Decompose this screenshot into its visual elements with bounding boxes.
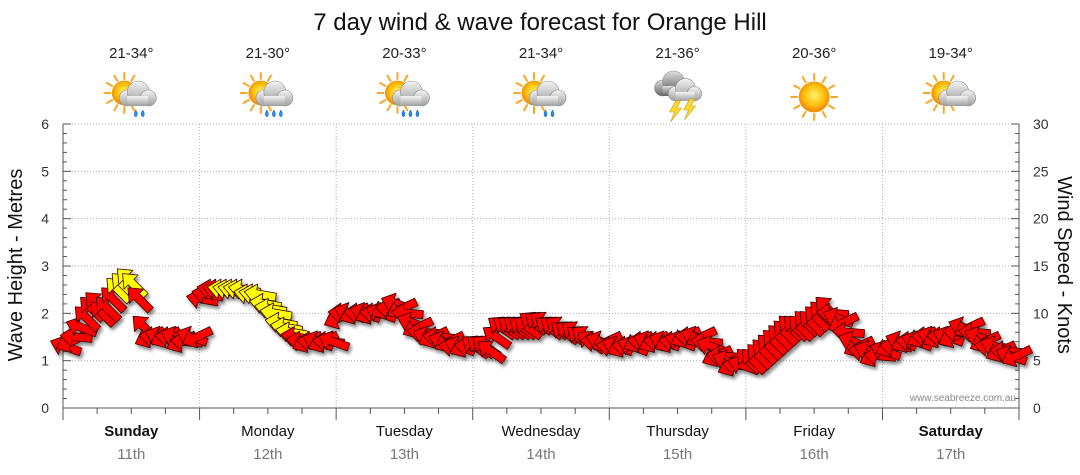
wind-arrow xyxy=(181,326,214,349)
chart-title: 7 day wind & wave forecast for Orange Hi… xyxy=(313,9,767,36)
day-labels: Sunday 11th Monday 12th Tuesday 13th Wednesday… xyxy=(62,408,1020,463)
y-axis-right-label: Wind Speed - Knots xyxy=(1053,176,1075,354)
thunderstorm-icon xyxy=(654,70,702,123)
sun-cloud-heavy-rain-icon xyxy=(239,72,294,118)
y-tick-label-right: 30 xyxy=(1033,116,1049,132)
y-tick-label-left: 2 xyxy=(41,305,49,321)
day-date-label: 16th xyxy=(800,446,829,463)
day-name-label: Saturday xyxy=(919,423,984,440)
y-tick-label-left: 5 xyxy=(41,163,49,179)
temperature-label: 19-34° xyxy=(929,45,973,62)
wind-arrow xyxy=(127,287,154,314)
sun-cloud-rain-icon xyxy=(513,72,567,118)
temperature-labels: 21-34° 21-30° 20-33° 21-34° 21-36° 20-36° 19-3… xyxy=(109,45,973,62)
temperature-label: 21-34° xyxy=(109,45,153,62)
wind-arrow-series xyxy=(50,268,1033,377)
temperature-label: 21-34° xyxy=(519,45,563,62)
day-date-label: 13th xyxy=(390,446,419,463)
y-tick-label-left: 4 xyxy=(41,211,49,227)
temperature-label: 21-30° xyxy=(246,45,290,62)
sun-cloud-heavy-rain-icon xyxy=(376,72,430,118)
weather-icons xyxy=(103,70,977,123)
day-date-label: 15th xyxy=(663,446,692,463)
day-name-label: Wednesday xyxy=(502,423,581,440)
day-date-label: 17th xyxy=(936,446,965,463)
day-name-label: Friday xyxy=(793,423,835,440)
y-tick-label-left: 6 xyxy=(41,116,49,132)
wind-arrow xyxy=(318,330,351,352)
day-name-label: Thursday xyxy=(646,423,709,440)
y-tick-label-left: 3 xyxy=(41,258,49,274)
y-tick-label-right: 0 xyxy=(1033,400,1041,416)
y-axis-left-ticks: 0 1 2 3 4 5 6 xyxy=(41,116,71,416)
wind-arrow xyxy=(1001,345,1033,368)
temperature-label: 20-36° xyxy=(792,45,836,62)
y-tick-label-right: 15 xyxy=(1033,258,1049,274)
temperature-label: 21-36° xyxy=(655,45,699,62)
day-date-label: 11th xyxy=(117,446,145,463)
sun-cloud-icon xyxy=(922,72,977,114)
y-tick-label-right: 5 xyxy=(1033,353,1041,369)
temperature-label: 20-33° xyxy=(382,45,426,62)
y-axis-left-label: Wave Height - Metres xyxy=(5,169,27,362)
chart-grid xyxy=(63,123,1019,408)
wind-arrow xyxy=(122,273,149,300)
credit-text: www.seabreeze.com.au xyxy=(909,393,1016,404)
y-tick-label-right: 10 xyxy=(1033,305,1049,321)
day-name-label: Tuesday xyxy=(376,423,433,440)
y-tick-label-right: 20 xyxy=(1033,211,1049,227)
y-tick-label-left: 1 xyxy=(41,353,49,369)
wind-arrow xyxy=(477,340,507,365)
sun-cloud-rain-icon xyxy=(103,72,157,118)
day-date-label: 12th xyxy=(253,446,282,463)
y-axis-right-ticks: 0 5 10 15 20 25 30 xyxy=(1011,116,1049,416)
sun-icon xyxy=(790,73,839,121)
y-tick-label-right: 25 xyxy=(1033,163,1049,179)
day-name-label: Monday xyxy=(241,423,295,440)
day-date-label: 14th xyxy=(526,446,555,463)
y-tick-label-left: 0 xyxy=(41,400,49,416)
day-name-label: Sunday xyxy=(104,423,159,440)
